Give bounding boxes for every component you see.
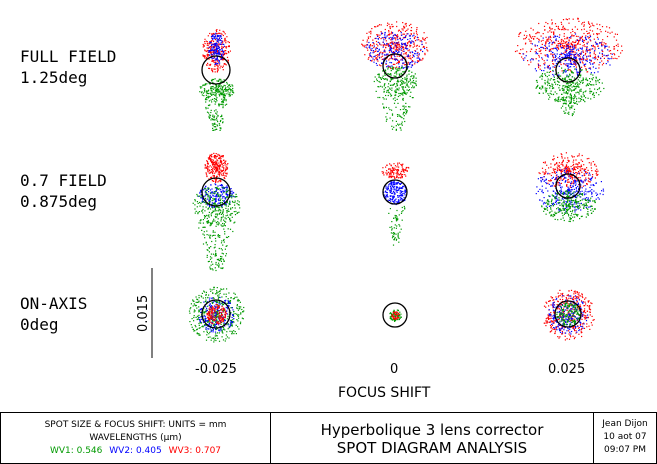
spot-diagram-grid: [151, 17, 623, 358]
airy-disk-circle: [382, 53, 408, 79]
wavelength-3: WV3: 0.707: [168, 446, 222, 456]
units-line: SPOT SIZE & FOCUS SHIFT: UNITS = mm: [44, 420, 227, 430]
x-tick-left: -0.025: [195, 362, 237, 377]
plot-time: 09:07 PM: [604, 445, 646, 455]
airy-disk-circle: [555, 57, 581, 83]
wavelength-list: WV1: 0.546 WV2: 0.405 WV3: 0.707: [1, 445, 270, 458]
scale-bar-label: 0.015: [136, 294, 151, 332]
row-angle-full-field: 1.25deg: [20, 68, 88, 87]
footer-author-cell: Jean Dijon 10 aot 07 09:07 PM: [594, 413, 656, 463]
plot-title: Hyperbolique 3 lens corrector: [320, 421, 544, 439]
airy-disk-circle: [382, 179, 408, 205]
plot-date: 10 aot 07: [603, 432, 647, 442]
spot-cells: [188, 17, 623, 343]
wavelength-2: WV2: 0.405: [109, 446, 162, 456]
wavelengths-line: WAVELENGTHS (µm): [89, 433, 182, 443]
x-tick-center: 0: [390, 362, 399, 377]
footer-units-cell: SPOT SIZE & FOCUS SHIFT: UNITS = mm WAVE…: [1, 413, 271, 463]
row-angle-07-field: 0.875deg: [20, 192, 98, 211]
plot-subtitle: SPOT DIAGRAM ANALYSIS: [336, 439, 528, 457]
row-label-on-axis: ON-AXIS: [20, 294, 88, 313]
x-axis-label: FOCUS SHIFT: [338, 385, 431, 401]
row-angle-on-axis: 0deg: [20, 315, 59, 334]
footer-box: SPOT SIZE & FOCUS SHIFT: UNITS = mm WAVE…: [0, 412, 657, 464]
row-label-07-field: 0.7 FIELD: [20, 171, 107, 190]
airy-disk-circle: [201, 299, 231, 329]
airy-disk-circle: [382, 302, 408, 328]
airy-disk-circle: [201, 55, 231, 85]
airy-disk-circle: [201, 177, 231, 207]
x-tick-right: 0.025: [548, 362, 586, 377]
airy-disk-circle: [555, 173, 581, 199]
airy-disk-circle: [554, 300, 582, 328]
row-label-full-field: FULL FIELD: [20, 47, 117, 66]
footer-title-cell: Hyperbolique 3 lens corrector SPOT DIAGR…: [271, 413, 594, 463]
author-name: Jean Dijon: [602, 419, 648, 429]
wavelength-1: WV1: 0.546: [49, 446, 103, 456]
